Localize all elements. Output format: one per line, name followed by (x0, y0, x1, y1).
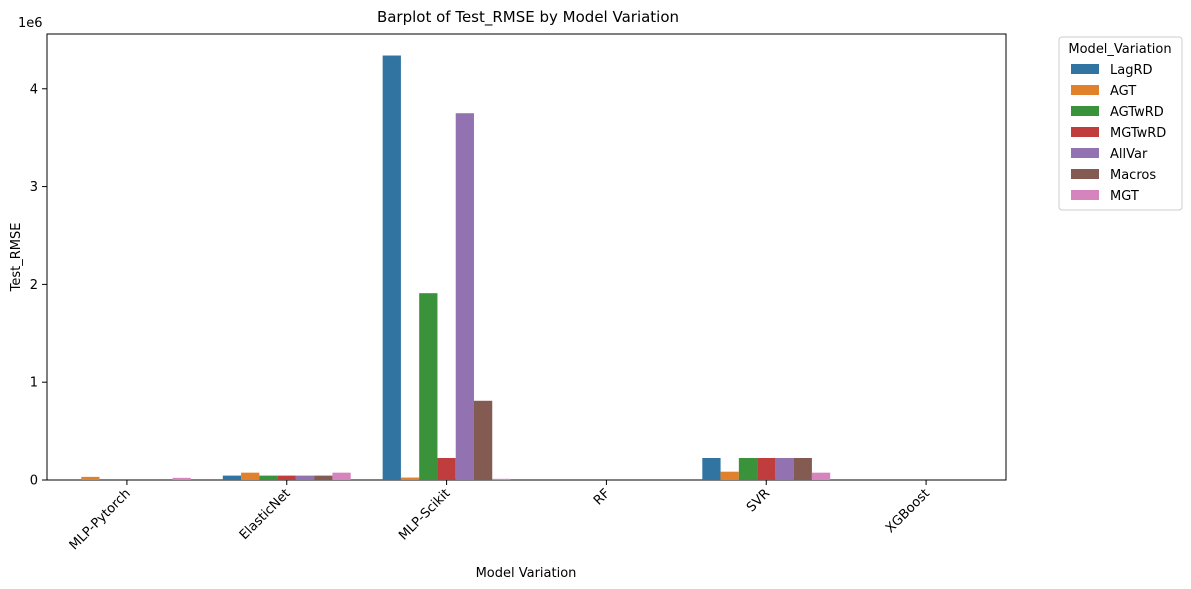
bar-agt-svr (720, 471, 739, 480)
plot-area: 0 1 2 3 4 MLP-Pytorch ElasticNet MLP-Scikit RF S… (30, 33, 1007, 553)
legend-swatch-agtwrd (1071, 106, 1099, 116)
x-tick-label: MLP-Scikit (396, 486, 453, 543)
bar-macros-svr (793, 457, 812, 480)
legend-label-mgtwrd: MGTwRD (1110, 126, 1166, 141)
y-tick-label: 1 (30, 376, 38, 391)
bar-mgt-svr (811, 472, 831, 480)
legend-frame (1058, 36, 1183, 211)
x-tick-label: XGBoost (883, 486, 933, 536)
bar-agtwrd-mlp-scikit (419, 293, 438, 480)
legend-swatch-macros (1071, 169, 1099, 179)
bar-lagrd-elasticnet (222, 475, 242, 480)
x-tick-label: RF (591, 486, 613, 508)
bar-mgt-mlp-pytorch (172, 477, 191, 480)
legend-swatch-lagrd (1071, 64, 1099, 74)
legend-label-agtwrd: AGTwRD (1110, 105, 1164, 120)
bar-allvar-svr (775, 457, 794, 480)
bar-allvar-mlp-scikit (455, 113, 474, 480)
legend-label-macros: Macros (1110, 168, 1156, 183)
bar-agt-mlp-pytorch (81, 476, 100, 480)
bar-mgtwrd-mlp-scikit (437, 457, 456, 480)
bar-lagrd-mlp-scikit (382, 55, 401, 480)
bar-agt-elasticnet (241, 472, 260, 480)
bar-allvar-elasticnet (295, 475, 315, 480)
bar-agt-mlp-scikit (400, 477, 420, 480)
y-tick-label: 0 (30, 474, 38, 489)
y-tick-label: 3 (30, 180, 38, 195)
y-tick-label: 4 (30, 82, 38, 97)
y-axis: 0 1 2 3 4 (30, 82, 47, 489)
x-axis: MLP-Pytorch ElasticNet MLP-Scikit RF SVR XGBo… (67, 480, 933, 553)
bar-mgtwrd-elasticnet (277, 475, 296, 480)
x-tick-label: SVR (744, 486, 773, 515)
x-tick-label: MLP-Pytorch (67, 486, 134, 553)
legend-swatch-mgtwrd (1071, 127, 1099, 137)
bar-agtwrd-svr (738, 457, 758, 480)
bars-group (81, 55, 831, 480)
bar-mgt-mlp-scikit (492, 478, 511, 480)
legend-label-allvar: AllVar (1110, 147, 1148, 162)
legend-items: LagRD AGT AGTwRD MGTwRD AllVar Macros MGT (1071, 63, 1166, 204)
plot-frame (46, 33, 1007, 481)
legend-swatch-mgt (1071, 190, 1099, 200)
y-tick-label: 2 (30, 278, 38, 293)
bar-macros-elasticnet (314, 475, 333, 480)
legend-label-lagrd: LagRD (1110, 63, 1153, 78)
bar-macros-mlp-scikit (473, 400, 493, 480)
bar-mgtwrd-svr (757, 457, 776, 480)
y-scale-label: 1e6 (18, 16, 43, 31)
x-tick-label: ElasticNet (237, 486, 294, 543)
legend-label-mgt: MGT (1110, 189, 1139, 204)
legend-title: Model_Variation (1068, 42, 1171, 57)
legend-swatch-allvar (1071, 148, 1099, 158)
legend-label-agt: AGT (1110, 84, 1136, 99)
bar-agtwrd-elasticnet (259, 475, 278, 480)
bar-lagrd-svr (702, 457, 721, 480)
chart-title: Barplot of Test_RMSE by Model Variation (377, 8, 679, 27)
legend: Model_Variation LagRD AGT AGTwRD MGTwRD AllV… (1058, 36, 1183, 211)
x-axis-label: Model Variation (476, 566, 577, 581)
legend-swatch-agt (1071, 85, 1099, 95)
y-axis-label: Test_RMSE (9, 223, 24, 293)
bar-mgt-elasticnet (332, 472, 351, 480)
